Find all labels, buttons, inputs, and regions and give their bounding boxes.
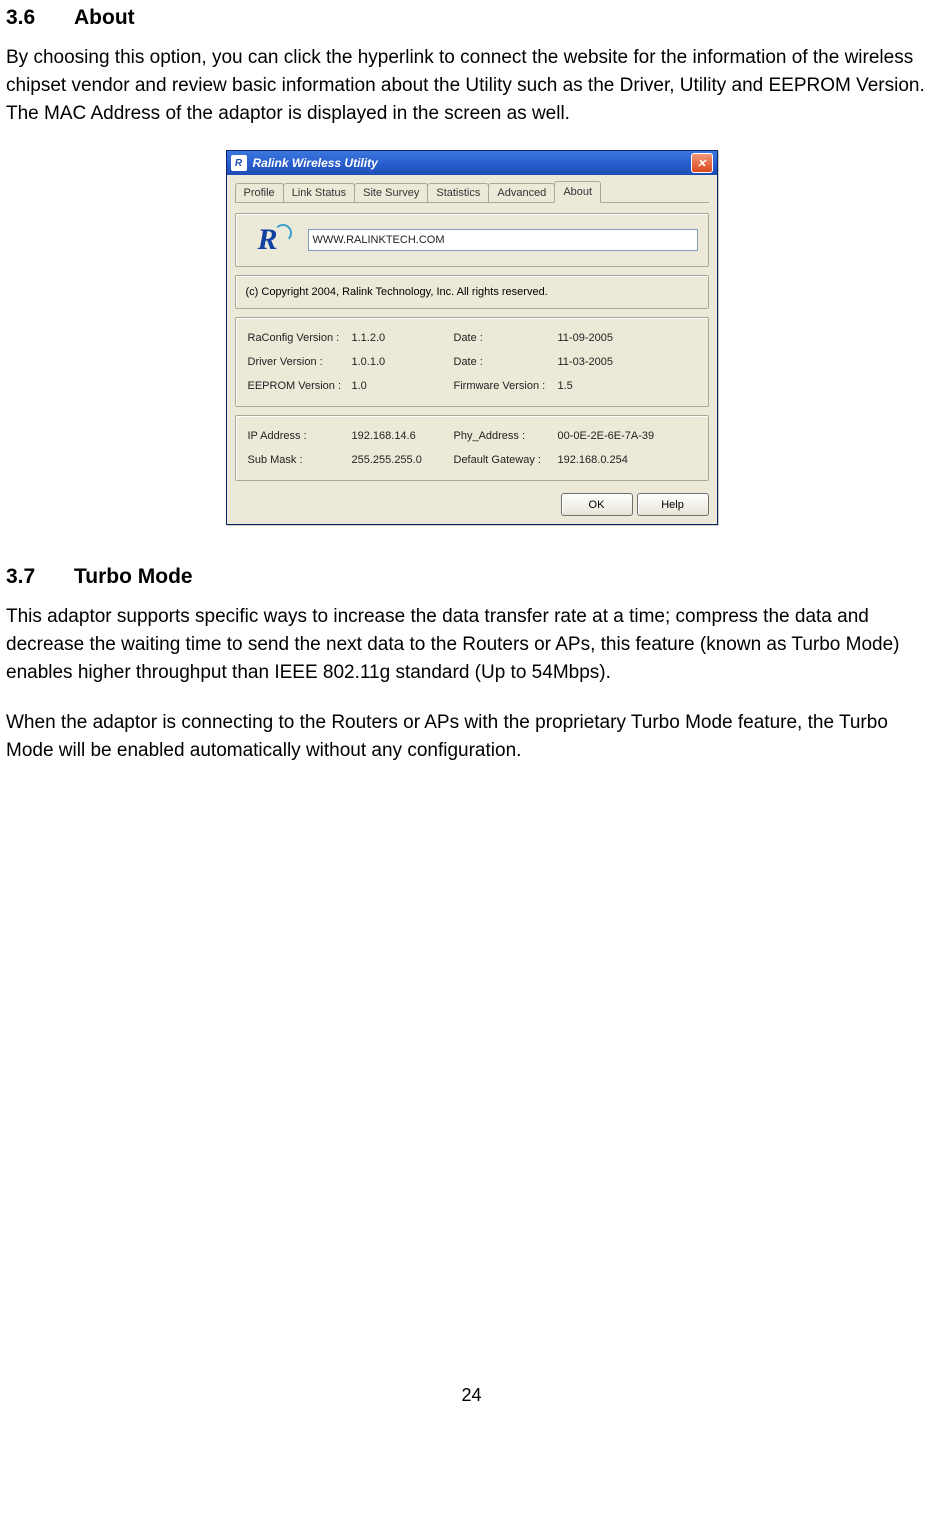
tab-strip: Profile Link Status Site Survey Statisti…	[235, 181, 709, 203]
dialog-footer: OK Help	[235, 489, 709, 516]
window-title: Ralink Wireless Utility	[253, 156, 378, 170]
eeprom-version-value: 1.0	[350, 374, 452, 398]
copyright-group: (c) Copyright 2004, Ralink Technology, I…	[235, 275, 709, 309]
version-table: RaConfig Version : 1.1.2.0 Date : 11-09-…	[246, 326, 698, 398]
url-group: R WWW.RALINKTECH.COM	[235, 213, 709, 267]
table-row: Sub Mask : 255.255.255.0 Default Gateway…	[246, 448, 698, 472]
tab-statistics[interactable]: Statistics	[427, 183, 489, 202]
raconfig-date-value: 11-09-2005	[556, 326, 698, 350]
driver-version-label: Driver Version :	[246, 350, 350, 374]
section-number: 3.7	[6, 565, 74, 589]
page-number: 24	[6, 1385, 937, 1406]
url-link-field[interactable]: WWW.RALINKTECH.COM	[308, 229, 698, 251]
raconfig-version-value: 1.1.2.0	[350, 326, 452, 350]
eeprom-version-label: EEPROM Version :	[246, 374, 350, 398]
gateway-value: 192.168.0.254	[556, 448, 698, 472]
copyright-text: (c) Copyright 2004, Ralink Technology, I…	[246, 286, 548, 298]
table-row: EEPROM Version : 1.0 Firmware Version : …	[246, 374, 698, 398]
raconfig-date-label: Date :	[452, 326, 556, 350]
help-button[interactable]: Help	[637, 493, 709, 516]
driver-version-value: 1.0.1.0	[350, 350, 452, 374]
submask-label: Sub Mask :	[246, 448, 350, 472]
section-about-paragraph: By choosing this option, you can click t…	[6, 44, 937, 128]
app-icon: R	[231, 155, 247, 171]
ralink-dialog: R Ralink Wireless Utility ✕ Profile Link…	[226, 150, 718, 525]
submask-value: 255.255.255.0	[350, 448, 452, 472]
close-button[interactable]: ✕	[691, 153, 713, 173]
turbo-paragraph-2: When the adaptor is connecting to the Ro…	[6, 709, 937, 765]
tab-site-survey[interactable]: Site Survey	[354, 183, 428, 202]
raconfig-version-label: RaConfig Version :	[246, 326, 350, 350]
tab-link-status[interactable]: Link Status	[283, 183, 355, 202]
firmware-version-label: Firmware Version :	[452, 374, 556, 398]
close-icon: ✕	[697, 157, 706, 170]
gateway-label: Default Gateway :	[452, 448, 556, 472]
network-table: IP Address : 192.168.14.6 Phy_Address : …	[246, 424, 698, 472]
network-group: IP Address : 192.168.14.6 Phy_Address : …	[235, 415, 709, 481]
url-text: WWW.RALINKTECH.COM	[313, 234, 445, 246]
dialog-figure: R Ralink Wireless Utility ✕ Profile Link…	[6, 150, 937, 525]
section-heading-turbo: 3.7Turbo Mode	[6, 565, 937, 589]
section-title-text: Turbo Mode	[74, 565, 193, 588]
ralink-logo-icon: R	[246, 222, 290, 258]
phy-address-value: 00-0E-2E-6E-7A-39	[556, 424, 698, 448]
section-heading-about: 3.6About	[6, 6, 937, 30]
tab-about[interactable]: About	[554, 181, 601, 203]
table-row: RaConfig Version : 1.1.2.0 Date : 11-09-…	[246, 326, 698, 350]
table-row: Driver Version : 1.0.1.0 Date : 11-03-20…	[246, 350, 698, 374]
titlebar: R Ralink Wireless Utility ✕	[227, 151, 717, 175]
firmware-version-value: 1.5	[556, 374, 698, 398]
tab-profile[interactable]: Profile	[235, 183, 284, 202]
version-group: RaConfig Version : 1.1.2.0 Date : 11-09-…	[235, 317, 709, 407]
table-row: IP Address : 192.168.14.6 Phy_Address : …	[246, 424, 698, 448]
ip-address-value: 192.168.14.6	[350, 424, 452, 448]
tab-advanced[interactable]: Advanced	[488, 183, 555, 202]
phy-address-label: Phy_Address :	[452, 424, 556, 448]
ip-address-label: IP Address :	[246, 424, 350, 448]
driver-date-label: Date :	[452, 350, 556, 374]
turbo-paragraph-1: This adaptor supports specific ways to i…	[6, 603, 937, 687]
ok-button[interactable]: OK	[561, 493, 633, 516]
section-number: 3.6	[6, 6, 74, 30]
driver-date-value: 11-03-2005	[556, 350, 698, 374]
section-title-text: About	[74, 6, 135, 29]
